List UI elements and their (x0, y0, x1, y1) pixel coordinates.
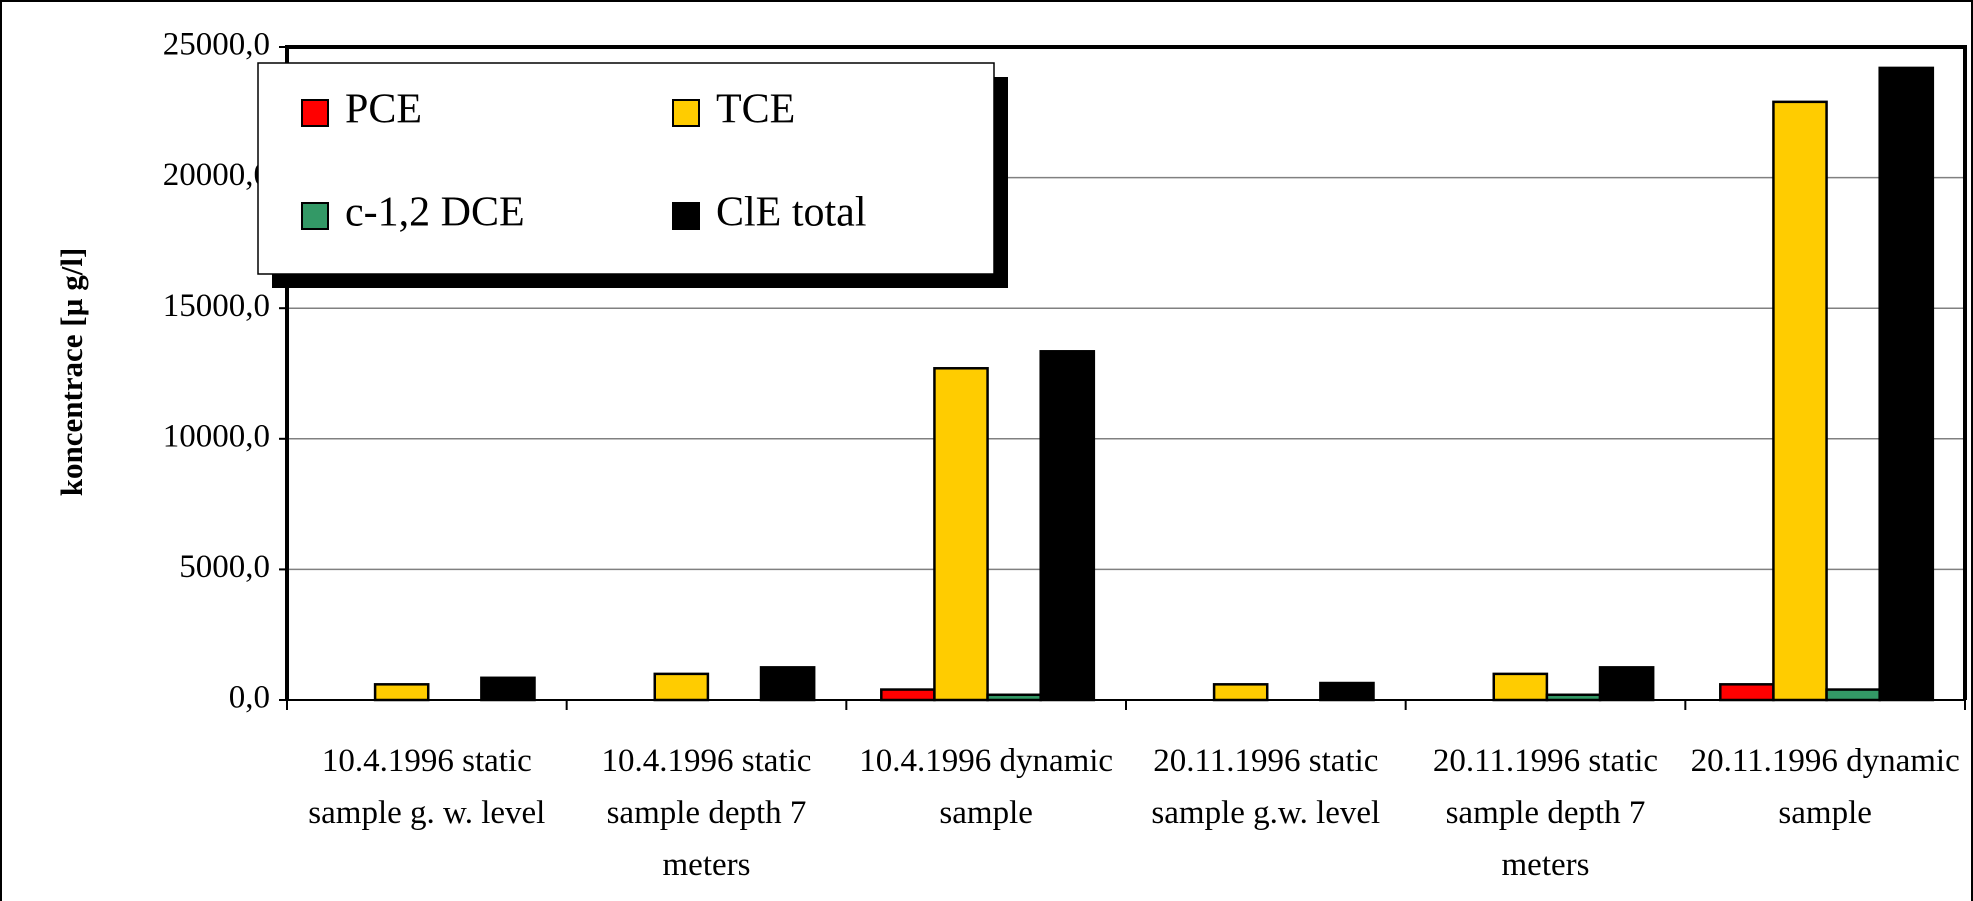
x-tick-label: 10.4.1996 static sample g. w. level (308, 743, 546, 831)
bar (1598, 666, 1655, 702)
bar (1319, 681, 1375, 702)
bar (933, 367, 989, 702)
bar (1878, 66, 1935, 702)
y-tick-label: 10000,0 (163, 418, 270, 454)
x-tick-label: 20.11.1996 dynamic sample (1690, 743, 1960, 831)
bar (373, 683, 430, 702)
y-tick-label: 25000,0 (163, 27, 270, 63)
bar (480, 676, 536, 702)
bar (1772, 100, 1828, 702)
legend-swatch (301, 99, 329, 127)
legend (257, 62, 995, 275)
y-tick-label: 0,0 (229, 680, 270, 716)
x-tick-label: 10.4.1996 static sample depth 7 meters (601, 743, 812, 883)
bar (1825, 688, 1881, 702)
legend-label: ClE total (716, 190, 867, 236)
bar (1719, 683, 1775, 702)
bar (1039, 350, 1096, 702)
legend-label: TCE (716, 87, 795, 133)
bar (1492, 672, 1549, 702)
legend-swatch (672, 202, 700, 230)
x-tick-label: 20.11.1996 static sample g.w. level (1151, 743, 1381, 831)
x-tick-label: 10.4.1996 dynamic sample (859, 743, 1114, 831)
y-tick-label: 20000,0 (163, 157, 270, 193)
bar (880, 688, 936, 702)
bar (653, 672, 710, 702)
plot-border (285, 45, 1967, 700)
legend-label: PCE (345, 87, 422, 133)
bar (759, 666, 816, 702)
x-tick-label: 20.11.1996 static sample depth 7 meters (1432, 743, 1659, 883)
y-tick-label: 5000,0 (179, 549, 270, 585)
y-axis-label: koncentrace [µ g/l] (54, 248, 89, 497)
bar (1212, 683, 1269, 702)
legend-label: c-1,2 DCE (345, 190, 525, 236)
legend-swatch (301, 202, 329, 230)
y-tick-label: 15000,0 (163, 288, 270, 324)
legend-swatch (672, 99, 700, 127)
